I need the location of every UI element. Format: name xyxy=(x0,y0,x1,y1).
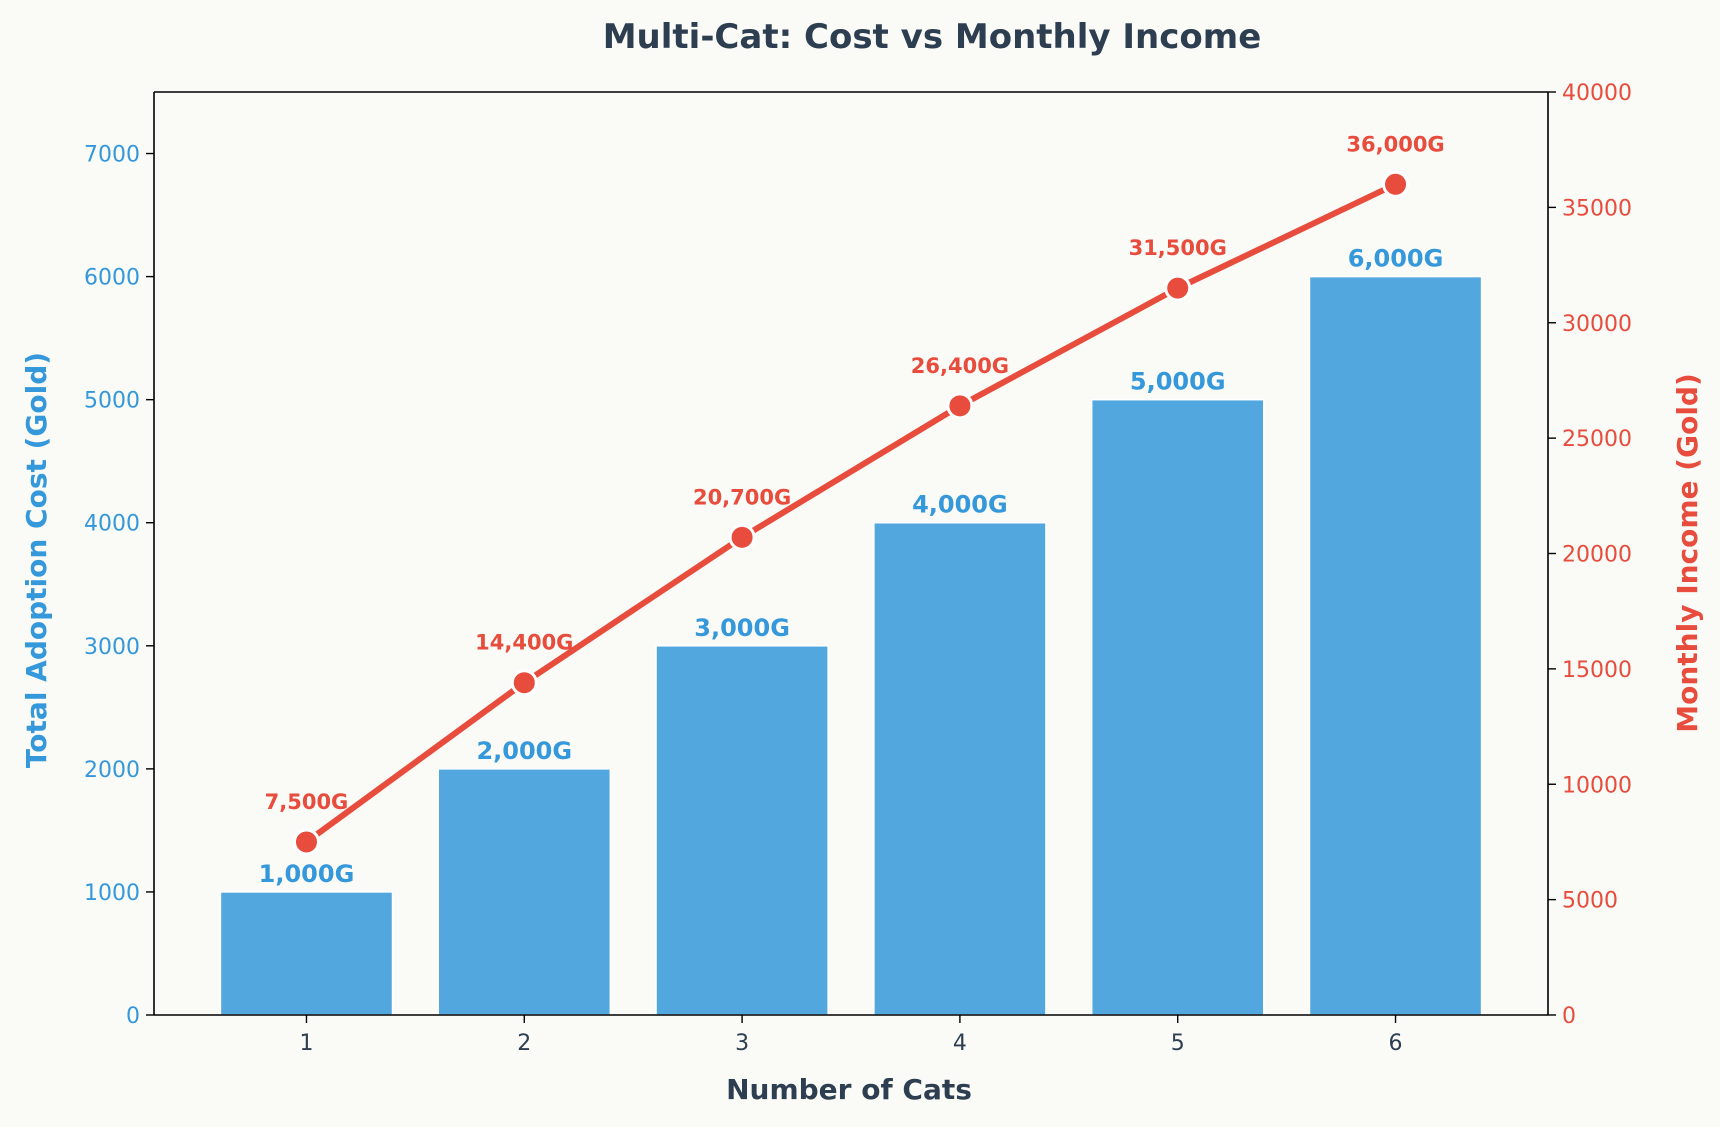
y2-tick-label: 20000 xyxy=(1562,543,1632,568)
x-tick-label: 4 xyxy=(953,1031,967,1056)
x-axis-label: Number of Cats xyxy=(726,1073,972,1106)
y2-tick-label: 30000 xyxy=(1562,312,1632,337)
income-line xyxy=(303,181,1399,845)
bar-value-label: 2,000G xyxy=(476,737,572,765)
line-value-label: 20,700G xyxy=(693,485,791,509)
income-point xyxy=(510,669,538,697)
bar xyxy=(1308,275,1483,1016)
line-value-label: 7,500G xyxy=(265,790,349,814)
y-tick-label: 4000 xyxy=(84,512,140,537)
x-tick-label: 5 xyxy=(1171,1031,1185,1056)
y2-tick-label: 0 xyxy=(1562,1004,1576,1029)
x-tick-label: 6 xyxy=(1389,1031,1403,1056)
y-tick-label: 5000 xyxy=(84,389,140,414)
bar xyxy=(873,521,1047,1016)
y2-tick-label: 25000 xyxy=(1562,427,1632,452)
line-value-label: 31,500G xyxy=(1129,236,1227,260)
y2-tick-label: 40000 xyxy=(1562,81,1632,106)
bar xyxy=(219,891,394,1016)
y-tick-label: 1000 xyxy=(84,881,140,906)
income-point xyxy=(1382,170,1410,198)
bar-value-label: 4,000G xyxy=(912,491,1008,519)
chart-title: Multi-Cat: Cost vs Monthly Income xyxy=(603,17,1262,57)
income-point xyxy=(946,392,974,420)
bar-value-label: 3,000G xyxy=(694,614,790,642)
bar xyxy=(1090,398,1265,1016)
y-tick-label: 2000 xyxy=(84,758,140,783)
x-tick-label: 1 xyxy=(299,1031,313,1056)
y2-tick-label: 35000 xyxy=(1562,196,1632,221)
line-value-label: 26,400G xyxy=(911,354,1009,378)
x-tick-label: 3 xyxy=(735,1031,749,1056)
y2-tick-label: 15000 xyxy=(1562,658,1632,683)
bar-value-label: 6,000G xyxy=(1348,245,1444,273)
y-tick-label: 6000 xyxy=(84,266,140,291)
x-tick-label: 2 xyxy=(517,1031,531,1056)
y2-tick-label: 5000 xyxy=(1562,889,1618,914)
y2-tick-label: 10000 xyxy=(1562,773,1632,798)
bar xyxy=(655,645,829,1016)
line-value-label: 14,400G xyxy=(475,631,573,655)
bar-value-label: 1,000G xyxy=(259,860,355,888)
bar xyxy=(437,768,612,1016)
y-tick-label: 3000 xyxy=(84,635,140,660)
income-point xyxy=(1164,274,1192,302)
bar-value-label: 5,000G xyxy=(1130,368,1226,396)
income-point xyxy=(728,523,756,551)
y-tick-label: 0 xyxy=(126,1004,140,1029)
income-point xyxy=(292,828,320,856)
line-value-label: 36,000G xyxy=(1346,132,1444,156)
y-tick-label: 7000 xyxy=(84,143,140,168)
y2-axis-label: Monthly Income (Gold) xyxy=(1671,373,1704,733)
y-axis-label: Total Adoption Cost (Gold) xyxy=(20,352,53,768)
